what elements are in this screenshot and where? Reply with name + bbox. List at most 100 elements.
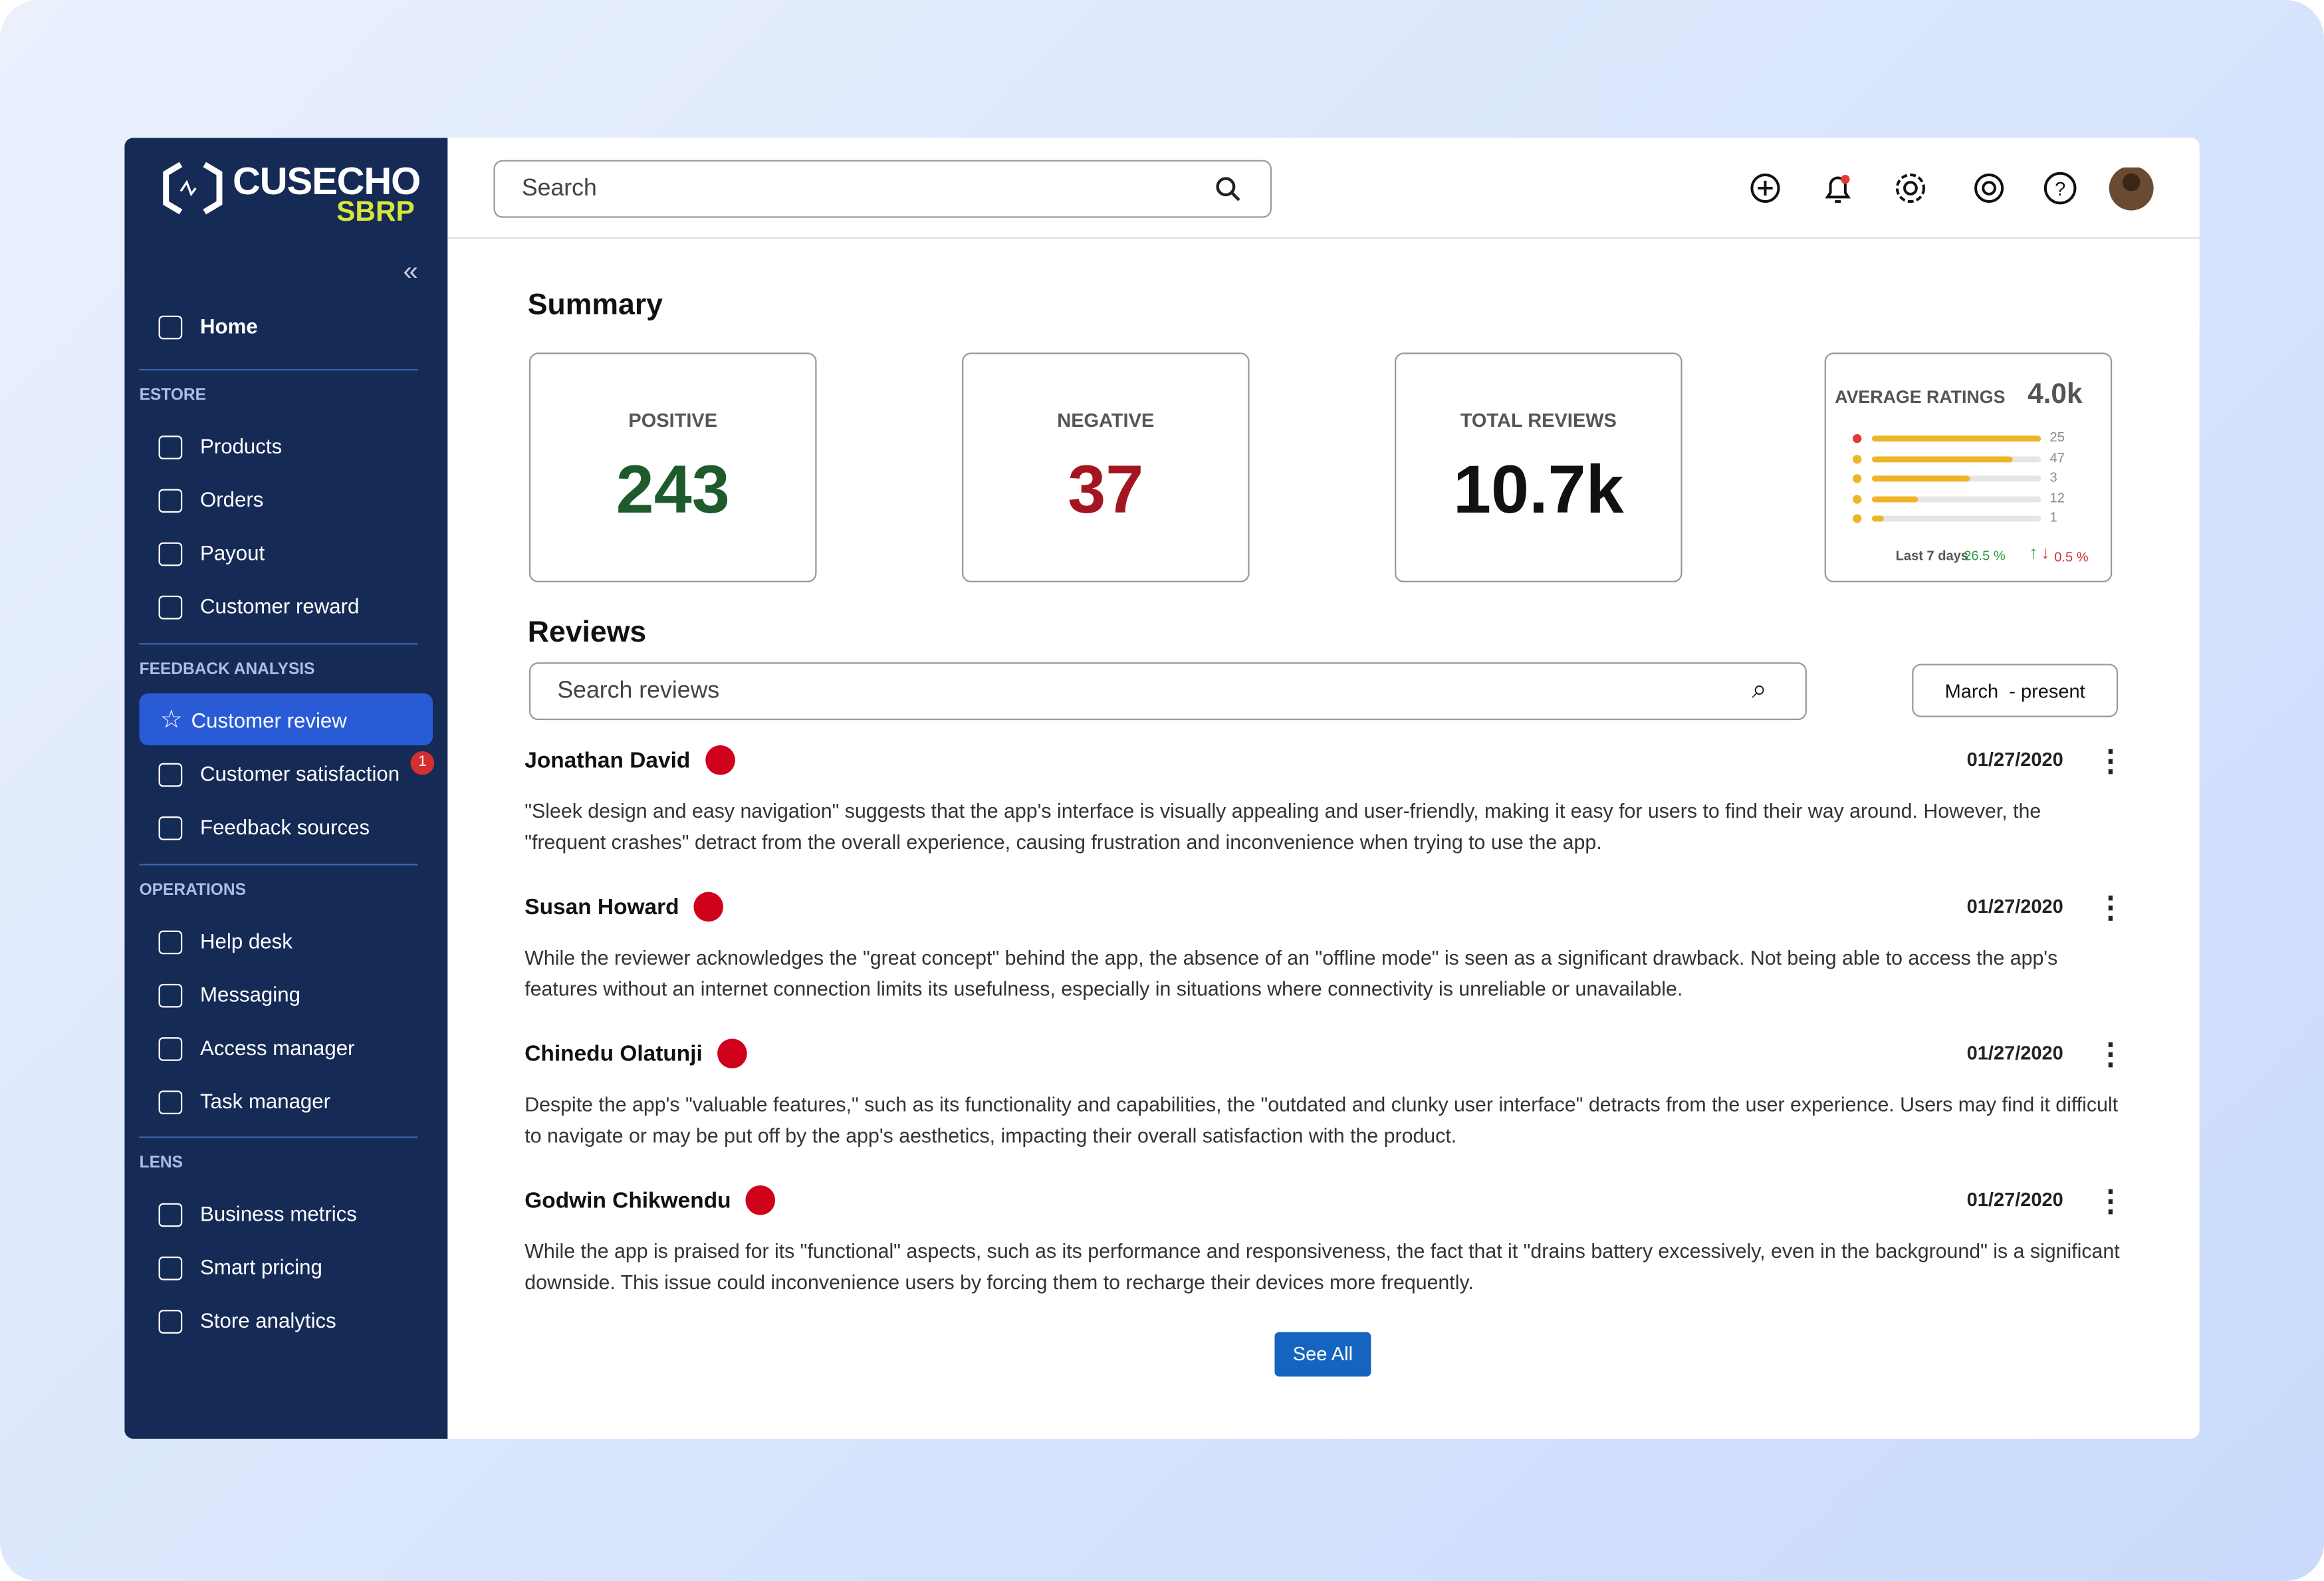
settings-icon[interactable] bbox=[1895, 173, 1926, 203]
active-highlight bbox=[139, 693, 433, 746]
badge: 1 bbox=[410, 751, 435, 775]
menu-item[interactable]: Customer satisfaction bbox=[199, 761, 400, 786]
menu-icon bbox=[158, 1310, 183, 1334]
search-placeholder: Search reviews bbox=[557, 678, 720, 704]
review-text: Despite the app's "valuable features," s… bbox=[524, 1093, 2119, 1146]
section-title: Reviews bbox=[527, 616, 647, 650]
menu-icon bbox=[158, 542, 183, 566]
review-text: While the reviewer acknowledges the "gre… bbox=[524, 947, 2058, 1000]
ratings-down: 0.5 % bbox=[2054, 549, 2089, 565]
menu-icon bbox=[158, 1090, 183, 1114]
more-button[interactable]: ⋮ bbox=[2095, 892, 2126, 925]
menu-icon: ☆ bbox=[160, 705, 183, 734]
reviewer-name: Chinedu Olatunji bbox=[524, 1041, 703, 1067]
help-icon[interactable] bbox=[2043, 172, 2077, 205]
more-button[interactable]: ⋮ bbox=[2095, 1185, 2126, 1218]
review-date: 01/27/2020 bbox=[1966, 748, 2063, 771]
sentiment-dot bbox=[693, 892, 724, 922]
rating-count: 1 bbox=[2049, 509, 2057, 525]
card-value: 37 bbox=[1068, 450, 1144, 528]
rating-bar bbox=[1871, 435, 2041, 442]
sentiment-dot bbox=[705, 745, 735, 775]
support-icon[interactable] bbox=[1974, 173, 2004, 203]
sidebar: CUSECHO SBRP « Home ESTORE Products Orders P… bbox=[124, 138, 448, 1439]
menu-icon bbox=[158, 1203, 183, 1227]
menu-item[interactable]: Home bbox=[199, 314, 258, 338]
card-value: 10.7k bbox=[1452, 450, 1624, 528]
menu-item[interactable]: Feedback sources bbox=[199, 814, 370, 839]
ratings-up: 26.5 % bbox=[1964, 548, 2006, 563]
rating-count: 25 bbox=[2049, 429, 2065, 445]
card-value: 243 bbox=[616, 450, 730, 528]
ratings-value: 4.0k bbox=[2028, 379, 2083, 411]
section-title: ESTORE bbox=[139, 386, 206, 405]
more-button[interactable]: ⋮ bbox=[2095, 745, 2126, 779]
add-icon[interactable] bbox=[1750, 173, 1780, 203]
divider bbox=[139, 864, 418, 866]
card-label: POSITIVE bbox=[628, 409, 718, 431]
review-text: While the app is praised for its "functi… bbox=[524, 1240, 2120, 1293]
window: CUSECHO SBRP « Home ESTORE Products Orders P… bbox=[124, 138, 2200, 1439]
menu-item[interactable]: Smart pricing bbox=[199, 1255, 322, 1279]
rating-count: 3 bbox=[2049, 469, 2057, 485]
sentiment-dot bbox=[745, 1185, 776, 1215]
date-range-text: March - present bbox=[1944, 679, 2085, 703]
summary-card: NEGATIVE 37 bbox=[962, 352, 1250, 582]
rating-track bbox=[1871, 495, 2041, 502]
menu-item[interactable]: Customer review bbox=[191, 708, 347, 732]
section-title: Summary bbox=[527, 289, 663, 322]
menu-icon bbox=[158, 930, 183, 955]
topbar-divider bbox=[447, 237, 2200, 239]
menu-item[interactable]: Orders bbox=[199, 487, 264, 511]
rating-count: 47 bbox=[2049, 449, 2065, 465]
see-all-button[interactable]: See All bbox=[1274, 1332, 1371, 1377]
divider bbox=[139, 643, 418, 645]
card-label: TOTAL REVIEWS bbox=[1460, 409, 1617, 431]
brand-name: CUSECHO bbox=[233, 158, 421, 203]
section-title: FEEDBACK ANALYSIS bbox=[139, 661, 315, 679]
logo bbox=[163, 162, 223, 215]
review-date: 01/27/2020 bbox=[1966, 895, 2063, 917]
search-placeholder: Search bbox=[521, 176, 597, 202]
menu-icon bbox=[158, 1256, 183, 1280]
menu-icon bbox=[158, 595, 183, 620]
menu-icon bbox=[158, 1037, 183, 1061]
reviewer-name: Godwin Chikwendu bbox=[524, 1188, 731, 1214]
menu-icon bbox=[158, 763, 183, 787]
review-search[interactable]: Search reviews ⌕ bbox=[528, 662, 1807, 721]
menu-item[interactable]: Customer reward bbox=[199, 594, 360, 618]
menu-icon bbox=[158, 816, 183, 840]
rating-icon bbox=[1853, 434, 1862, 443]
svg-text:?: ? bbox=[2055, 179, 2065, 200]
menu-item[interactable]: Task manager bbox=[199, 1089, 331, 1113]
rating-bar bbox=[1871, 475, 1970, 482]
review-date: 01/27/2020 bbox=[1966, 1041, 2063, 1064]
date-range[interactable]: March - present bbox=[1912, 664, 2119, 717]
rating-icon bbox=[1853, 454, 1862, 463]
search-icon: ⌕ bbox=[1752, 674, 1767, 704]
rating-count: 12 bbox=[2049, 489, 2065, 505]
bell-icon[interactable] bbox=[1825, 176, 1851, 203]
review-text: "Sleek design and easy navigation" sugge… bbox=[524, 800, 2041, 853]
rating-track bbox=[1871, 515, 2041, 522]
down-arrow: ↓ bbox=[2041, 542, 2050, 563]
up-arrow: ↑ bbox=[2029, 542, 2038, 563]
section-title: OPERATIONS bbox=[139, 882, 246, 900]
rating-icon bbox=[1853, 494, 1862, 503]
menu-item[interactable]: Messaging bbox=[199, 982, 300, 1007]
menu-item[interactable]: Products bbox=[199, 434, 283, 458]
menu-item[interactable]: Payout bbox=[199, 541, 265, 565]
menu-icon bbox=[158, 983, 183, 1008]
divider bbox=[139, 368, 418, 371]
menu-icon bbox=[158, 489, 183, 513]
more-button[interactable]: ⋮ bbox=[2095, 1038, 2126, 1072]
menu-item[interactable]: Help desk bbox=[199, 929, 292, 953]
collapse-button[interactable]: « bbox=[403, 256, 418, 287]
menu-item[interactable]: Store analytics bbox=[199, 1308, 336, 1332]
search-icon bbox=[1216, 177, 1240, 201]
rating-bar bbox=[1871, 495, 1918, 502]
divider bbox=[139, 1136, 418, 1138]
search-box[interactable]: Search bbox=[493, 160, 1272, 218]
menu-item[interactable]: Access manager bbox=[199, 1035, 355, 1060]
menu-item[interactable]: Business metrics bbox=[199, 1201, 357, 1226]
